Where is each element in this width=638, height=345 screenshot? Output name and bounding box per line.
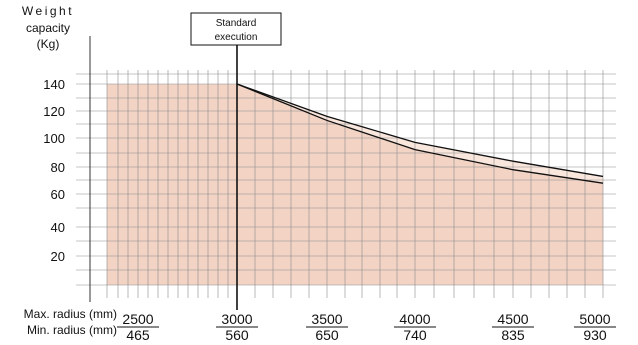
x-axis-title-max: Max. radius (mm) xyxy=(24,307,117,321)
x-tick-max-label: 4500 xyxy=(497,311,528,327)
x-tick-min-label: 740 xyxy=(403,327,427,343)
y-tick-label: 80 xyxy=(51,160,65,175)
annotation-line-2: execution xyxy=(215,32,258,43)
capacity-curves xyxy=(236,83,604,184)
capacity-curve-2 xyxy=(236,83,604,184)
y-tick-label: 140 xyxy=(43,77,65,92)
capacity-band-fill xyxy=(107,84,603,184)
x-tick-min-label: 560 xyxy=(225,327,249,343)
x-tick-min-label: 465 xyxy=(126,327,150,343)
y-axis-title-line-1: Weight xyxy=(22,4,74,18)
y-axis-title-line-2: capacity xyxy=(26,21,70,35)
x-tick-max-label: 3000 xyxy=(221,311,252,327)
x-tick-max-label: 4000 xyxy=(399,311,430,327)
x-tick-max-label: 3500 xyxy=(311,311,342,327)
x-tick-min-label: 930 xyxy=(583,327,607,343)
x-tick-max-label: 2500 xyxy=(122,311,153,327)
y-tick-label: 100 xyxy=(43,131,65,146)
y-tick-label: 60 xyxy=(51,187,65,202)
standard-execution-annotation: Standard execution xyxy=(190,12,282,46)
x-axis-title-min: Min. radius (mm) xyxy=(27,323,117,337)
x-tick-max-label: 5000 xyxy=(579,311,610,327)
capacity-curve-1 xyxy=(236,83,604,178)
x-tick-min-label: 835 xyxy=(501,327,525,343)
axes xyxy=(89,36,238,310)
capacity-area xyxy=(107,84,603,285)
y-tick-label: 40 xyxy=(51,220,65,235)
x-tick-min-label: 650 xyxy=(315,327,339,343)
y-tick-labels: 140 120 100 80 60 40 20 xyxy=(43,77,65,264)
y-tick-label: 20 xyxy=(51,249,65,264)
annotation-box xyxy=(190,12,282,46)
y-axis-title-line-3: (Kg) xyxy=(37,37,60,51)
y-axis-title: Weight capacity (Kg) xyxy=(22,4,74,51)
capacity-area-fill xyxy=(107,84,603,285)
x-axis-titles: Max. radius (mm) Min. radius (mm) xyxy=(24,307,117,337)
annotation-line-1: Standard xyxy=(216,18,257,29)
y-tick-label: 120 xyxy=(43,104,65,119)
